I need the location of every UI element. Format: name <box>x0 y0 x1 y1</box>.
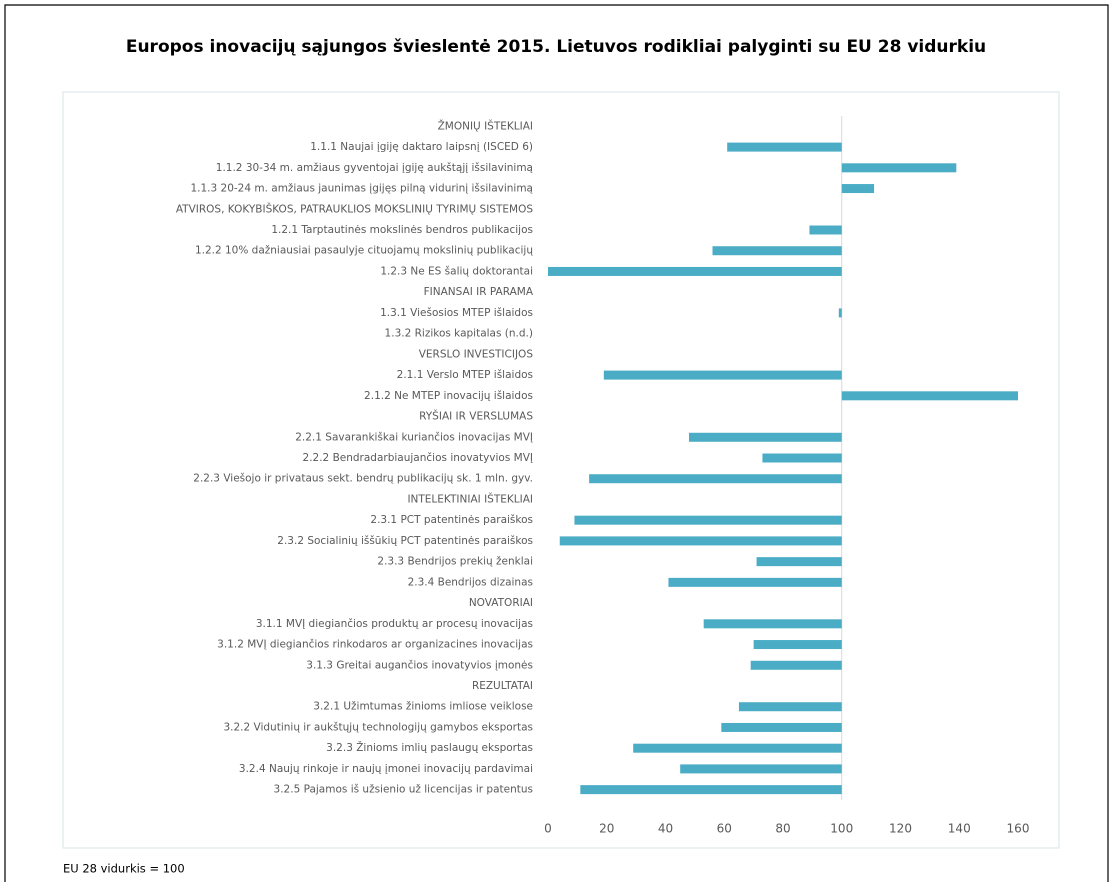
bar <box>603 370 842 380</box>
bar <box>841 391 1018 401</box>
bar <box>689 432 842 442</box>
y-tick-label: 3.2.5 Pajamos iš užsienio už licencijas … <box>274 784 533 796</box>
y-tick-label: NOVATORIAI <box>469 597 533 609</box>
bar <box>753 640 842 650</box>
bar <box>712 246 842 256</box>
y-tick-label: REZULTATAI <box>472 680 533 692</box>
y-tick-label: 1.1.1 Naujai įgiję daktaro laipsnį (ISCE… <box>310 141 533 153</box>
bar <box>589 474 842 484</box>
y-tick-label: RYŠIAI IR VERSLUMAS <box>419 410 533 423</box>
y-tick-label: 1.3.1 Viešosios MTEP išlaidos <box>380 307 533 319</box>
y-tick-label: 2.1.2 Ne MTEP inovacijų išlaidos <box>364 390 533 402</box>
frame <box>4 4 1109 882</box>
y-tick-label: 3.2.1 Užimtumas žinioms imliose veiklose <box>313 701 533 713</box>
bar <box>703 619 842 629</box>
y-tick-label: 1.1.2 30-34 m. amžiaus gyventojai įgiję … <box>216 162 533 174</box>
x-tick-label: 40 <box>658 822 673 836</box>
bar <box>738 702 842 712</box>
y-tick-label: 2.2.1 Savarankiškai kuriančios inovacija… <box>295 431 533 443</box>
bar <box>750 660 842 670</box>
bar <box>580 785 842 795</box>
y-tick-label: 3.1.1 MVĮ diegiančios produktų ar proces… <box>256 618 533 630</box>
bar <box>548 266 842 276</box>
bar <box>727 142 842 152</box>
y-tick-label: 2.1.1 Verslo MTEP išlaidos <box>397 369 533 381</box>
x-tick-label: 60 <box>717 822 732 836</box>
y-tick-label: 3.2.2 Vidutinių ir aukštųjų technologijų… <box>223 721 533 733</box>
y-tick-label: 1.1.3 20-24 m. amžiaus jaunimas įgijęs p… <box>190 183 533 195</box>
x-tick-label: 100 <box>830 822 853 836</box>
x-tick-label: 120 <box>889 822 912 836</box>
x-tick-label: 160 <box>1007 822 1030 836</box>
y-tick-label: 3.1.2 MVĮ diegiančios rinkodaros ar orga… <box>217 639 533 651</box>
y-tick-label: INTELEKTINIAI IŠTEKLIAI <box>407 492 533 505</box>
bar <box>559 536 842 546</box>
x-tick-label: 140 <box>948 822 971 836</box>
y-tick-label: ATVIROS, KOKYBIŠKOS, PATRAUKLIOS MOKSLIN… <box>176 202 534 215</box>
y-tick-label: 2.2.2 Bendradarbiaujančios inovatyvios M… <box>303 452 533 464</box>
bar <box>841 163 957 173</box>
chart-title: Europos inovacijų sąjungos švieslentė 20… <box>126 37 986 57</box>
y-tick-label: 2.3.4 Bendrijos dizainas <box>408 576 533 588</box>
y-tick-label: 1.3.2 Rizikos kapitalas (n.d.) <box>385 328 533 340</box>
y-tick-label: 1.2.3 Ne ES šalių doktorantai <box>380 265 533 277</box>
x-tick-label: 20 <box>599 822 614 836</box>
y-tick-label: 1.2.2 10% dažniausiai pasaulyje cituojam… <box>195 245 533 257</box>
bar <box>574 515 842 525</box>
note: EU 28 vidurkis = 100 <box>63 862 185 876</box>
y-tick-label: 2.3.1 PCT patentinės paraiškos <box>370 514 533 526</box>
y-tick-label: 3.1.3 Greitai augančios inovatyvios įmon… <box>306 659 533 671</box>
y-tick-label: 2.3.3 Bendrijos prekių ženklai <box>377 556 533 568</box>
y-tick-label: 3.2.4 Naujų rinkoje ir naujų įmonei inov… <box>239 763 533 775</box>
bar <box>680 764 842 774</box>
bar <box>762 453 842 463</box>
x-tick-label: 0 <box>544 822 552 836</box>
y-tick-label: 3.2.3 Žinioms imlių paslaugų eksportas <box>326 741 533 754</box>
bar <box>809 225 842 235</box>
y-tick-label: FINANSAI IR PARAMA <box>424 286 534 298</box>
bar <box>668 577 842 587</box>
plot-frame <box>62 91 1060 849</box>
bar <box>721 722 842 732</box>
y-tick-label: 2.2.3 Viešojo ir privataus sekt. bendrų … <box>193 473 533 485</box>
y-tick-label: 2.3.2 Socialinių iššūkių PCT patentinės … <box>277 535 533 547</box>
y-tick-label: VERSLO INVESTICIJOS <box>419 348 534 360</box>
bar <box>838 308 842 318</box>
x-tick-label: 80 <box>775 822 790 836</box>
y-tick-label: ŽMONIŲ IŠTEKLIAI <box>438 119 533 132</box>
y-tick-label: 1.2.1 Tarptautinės mokslinės bendros pub… <box>271 224 533 236</box>
bar <box>633 743 842 753</box>
bar <box>756 557 842 567</box>
bar <box>841 184 875 194</box>
